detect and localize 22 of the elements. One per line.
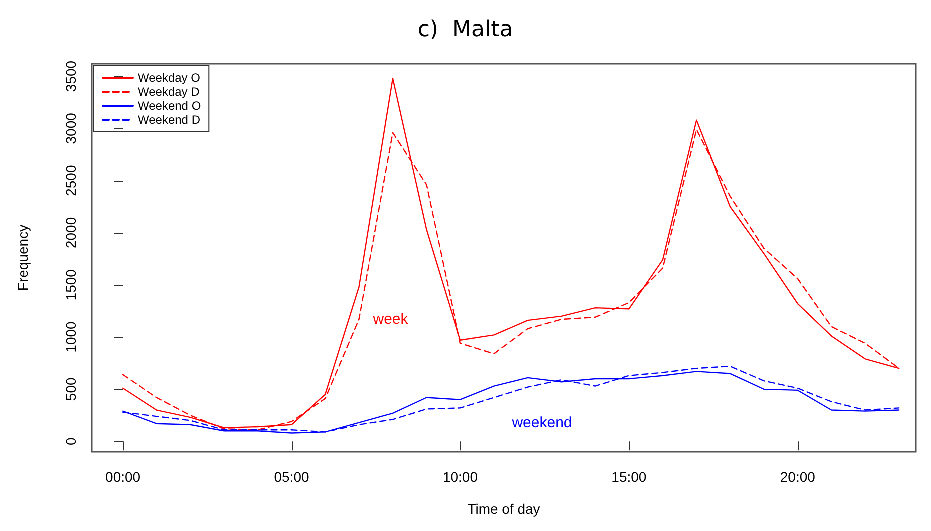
x-tick-label: 10:00 <box>442 469 478 485</box>
y-tick-label: 1000 <box>63 321 79 353</box>
x-tick-label: 05:00 <box>274 469 310 485</box>
y-tick-label: 1500 <box>63 269 79 301</box>
x-tick-label: 20:00 <box>780 469 816 485</box>
x-tick-label: 00:00 <box>106 469 141 485</box>
legend-label: Weekend O <box>138 99 202 113</box>
chart-title: c) Malta <box>418 18 514 42</box>
legend-label: Weekday O <box>138 71 200 85</box>
y-tick-label: 3500 <box>63 60 79 92</box>
x-tick-label: 15:00 <box>612 469 647 485</box>
legend-label: Weekend D <box>138 113 201 127</box>
y-tick-label: 0 <box>63 437 79 446</box>
y-tick-label: 2000 <box>63 217 79 249</box>
y-tick-label: 500 <box>63 378 79 402</box>
y-axis-title: Frequency <box>15 224 31 292</box>
y-tick-label: 3000 <box>63 112 79 144</box>
annotation: week <box>372 311 409 328</box>
x-axis-title: Time of day <box>468 501 540 517</box>
y-tick-label: 2500 <box>63 165 79 196</box>
legend-label: Weekday D <box>138 85 200 99</box>
annotation: weekend <box>511 414 572 432</box>
